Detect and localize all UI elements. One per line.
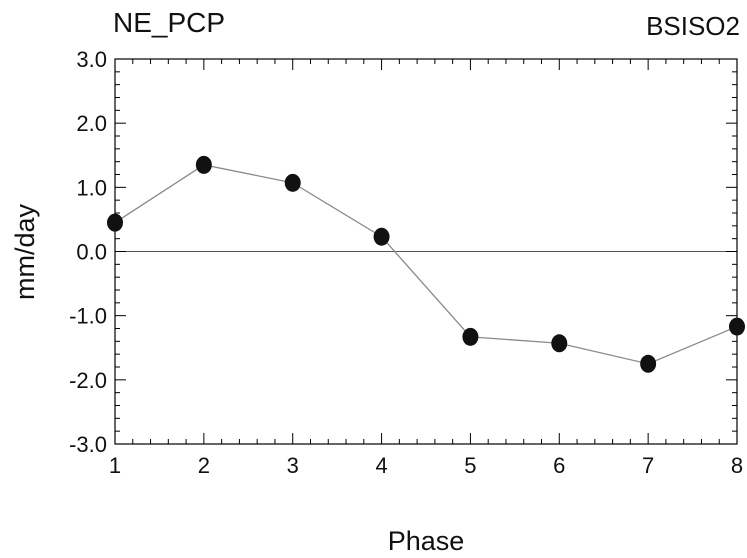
data-points-group bbox=[107, 155, 745, 373]
y-tick-label: 0.0 bbox=[76, 240, 107, 265]
chart-title-left: NE_PCP bbox=[113, 7, 225, 38]
y-tick-label: -2.0 bbox=[69, 368, 107, 393]
data-point-phase-8 bbox=[729, 317, 745, 336]
x-tick-label: 2 bbox=[198, 453, 210, 478]
y-tick-label: -3.0 bbox=[69, 432, 107, 457]
x-tick-label: 8 bbox=[731, 453, 743, 478]
chart-title-right: BSISO2 bbox=[646, 11, 740, 41]
y-ticks-group: -3.0 -2.0 -1.0 0.0 1.0 2.0 3.0 bbox=[69, 47, 737, 457]
data-point-phase-6 bbox=[551, 334, 568, 353]
y-tick-label: -1.0 bbox=[69, 304, 107, 329]
y-tick-label: 1.0 bbox=[76, 175, 107, 200]
x-axis-label: Phase bbox=[388, 526, 465, 556]
data-point-phase-1 bbox=[107, 213, 123, 232]
data-point-phase-5 bbox=[462, 327, 479, 346]
x-tick-label: 6 bbox=[553, 453, 565, 478]
x-tick-label: 5 bbox=[464, 453, 476, 478]
series-line-group bbox=[114, 164, 738, 365]
x-tick-label: 3 bbox=[287, 453, 299, 478]
y-tick-label: 2.0 bbox=[76, 111, 107, 136]
x-tick-label: 1 bbox=[109, 453, 121, 478]
y-tick-label: 3.0 bbox=[76, 47, 107, 72]
series-line bbox=[114, 164, 738, 365]
y-axis-label: mm/day bbox=[10, 203, 40, 300]
x-tick-label: 7 bbox=[642, 453, 654, 478]
data-point-phase-2 bbox=[195, 155, 212, 174]
x-tick-label: 4 bbox=[375, 453, 387, 478]
data-point-phase-7 bbox=[640, 354, 657, 373]
data-point-phase-3 bbox=[284, 173, 301, 192]
x-ticks-group: 1 2 3 4 5 6 7 8 bbox=[109, 59, 743, 478]
data-point-phase-4 bbox=[373, 227, 390, 246]
